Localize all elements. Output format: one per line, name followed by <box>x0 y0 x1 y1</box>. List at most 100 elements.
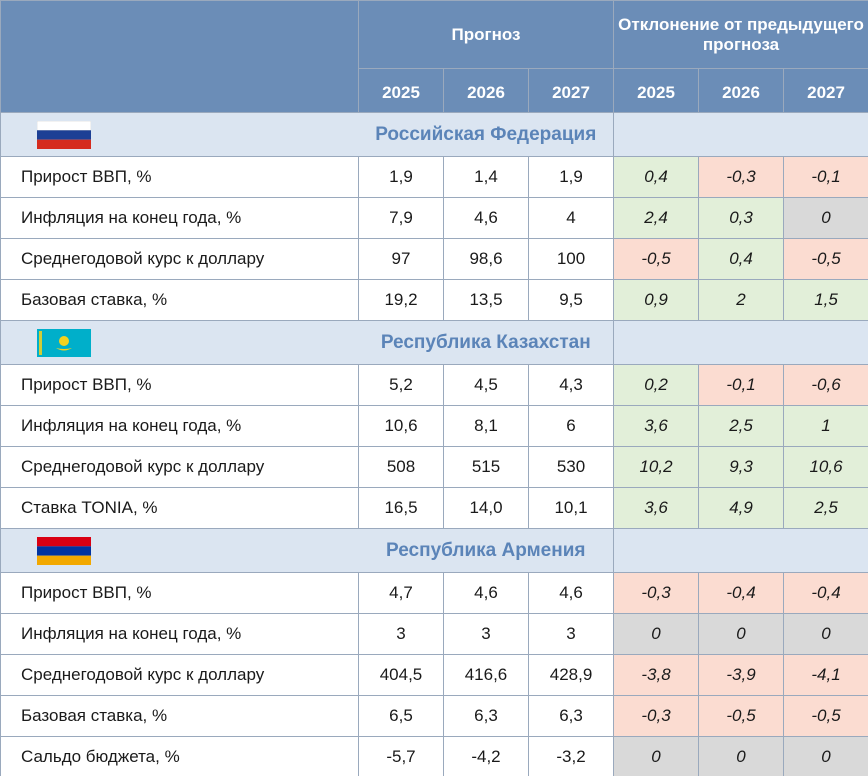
deviation-year-header: 2025 <box>614 69 699 113</box>
forecast-value: 10,6 <box>359 406 444 447</box>
forecast-value: 4,5 <box>444 365 529 406</box>
deviation-value: 1,5 <box>784 280 868 321</box>
deviation-header: Отклонение от предыдущего прогноза <box>614 1 868 69</box>
forecast-value: 4,6 <box>444 573 529 614</box>
row-label: Базовая ставка, % <box>1 696 359 737</box>
table-body: Российская Федерация Прирост ВВП, % 1,9 1,4… <box>1 113 868 776</box>
deviation-value: -4,1 <box>784 655 868 696</box>
deviation-value: -0,5 <box>614 239 699 280</box>
table-row: Среднегодовой курс к доллару 97 98,6 100 -0,… <box>1 239 868 280</box>
forecast-value: 6,5 <box>359 696 444 737</box>
forecast-value: 3 <box>529 614 614 655</box>
forecast-value: 9,5 <box>529 280 614 321</box>
table-row: Прирост ВВП, % 4,7 4,6 4,6 -0,3 -0,4 -0,4 <box>1 573 868 614</box>
forecast-value: 16,5 <box>359 488 444 529</box>
deviation-value: 0 <box>699 737 784 776</box>
row-label: Среднегодовой курс к доллару <box>1 447 359 488</box>
deviation-value: 0 <box>614 737 699 776</box>
deviation-value: -0,1 <box>699 365 784 406</box>
forecast-value: 416,6 <box>444 655 529 696</box>
section-spacer <box>614 113 868 157</box>
row-label: Прирост ВВП, % <box>1 573 359 614</box>
kazakhstan-flag-icon <box>1 321 359 365</box>
forecast-header: Прогноз <box>359 1 614 69</box>
deviation-value: 4,9 <box>699 488 784 529</box>
forecast-value: 4,7 <box>359 573 444 614</box>
forecast-value: -3,2 <box>529 737 614 776</box>
deviation-value: -0,1 <box>784 157 868 198</box>
forecast-value: 530 <box>529 447 614 488</box>
forecast-value: 5,2 <box>359 365 444 406</box>
forecast-value: 1,4 <box>444 157 529 198</box>
forecast-value: 3 <box>359 614 444 655</box>
deviation-value: -0,5 <box>784 239 868 280</box>
deviation-year-header: 2027 <box>784 69 868 113</box>
deviation-value: 1 <box>784 406 868 447</box>
deviation-value: -0,5 <box>784 696 868 737</box>
deviation-value: 0 <box>784 737 868 776</box>
forecast-value: 6,3 <box>444 696 529 737</box>
deviation-value: 0 <box>784 614 868 655</box>
table-row: Базовая ставка, % 6,5 6,3 6,3 -0,3 -0,5 -0,5 <box>1 696 868 737</box>
deviation-value: -3,9 <box>699 655 784 696</box>
row-label: Ставка TONIA, % <box>1 488 359 529</box>
row-label: Прирост ВВП, % <box>1 365 359 406</box>
section-title: Российская Федерация <box>359 113 614 157</box>
forecast-year-header: 2025 <box>359 69 444 113</box>
forecast-value: 1,9 <box>359 157 444 198</box>
forecast-value: -5,7 <box>359 737 444 776</box>
deviation-value: 0,4 <box>614 157 699 198</box>
section-title: Республика Казахстан <box>359 321 614 365</box>
forecast-year-header: 2026 <box>444 69 529 113</box>
forecast-value: -4,2 <box>444 737 529 776</box>
deviation-value: -0,5 <box>699 696 784 737</box>
section-spacer <box>614 529 868 573</box>
section-spacer <box>614 321 868 365</box>
deviation-value: 10,6 <box>784 447 868 488</box>
forecast-value: 404,5 <box>359 655 444 696</box>
deviation-value: 10,2 <box>614 447 699 488</box>
forecast-value: 100 <box>529 239 614 280</box>
section-header-row: Республика Армения <box>1 529 868 573</box>
armenia-flag-icon <box>1 529 359 573</box>
forecast-value: 14,0 <box>444 488 529 529</box>
forecast-value: 4,6 <box>444 198 529 239</box>
table-row: Среднегодовой курс к доллару 508 515 530 10,… <box>1 447 868 488</box>
deviation-value: 0,4 <box>699 239 784 280</box>
section-header-row: Российская Федерация <box>1 113 868 157</box>
deviation-value: 2,4 <box>614 198 699 239</box>
deviation-value: 0,3 <box>699 198 784 239</box>
deviation-value: 2 <box>699 280 784 321</box>
table-row: Инфляция на конец года, % 7,9 4,6 4 2,4 0,3 0 <box>1 198 868 239</box>
forecast-value: 508 <box>359 447 444 488</box>
deviation-value: 9,3 <box>699 447 784 488</box>
deviation-value: 3,6 <box>614 406 699 447</box>
forecast-value: 97 <box>359 239 444 280</box>
forecast-value: 1,9 <box>529 157 614 198</box>
forecast-value: 10,1 <box>529 488 614 529</box>
forecast-year-header: 2027 <box>529 69 614 113</box>
deviation-value: 0,2 <box>614 365 699 406</box>
row-label: Базовая ставка, % <box>1 280 359 321</box>
forecast-value: 19,2 <box>359 280 444 321</box>
forecast-value: 4 <box>529 198 614 239</box>
table-row: Прирост ВВП, % 5,2 4,5 4,3 0,2 -0,1 -0,6 <box>1 365 868 406</box>
table-row: Базовая ставка, % 19,2 13,5 9,5 0,9 2 1,5 <box>1 280 868 321</box>
deviation-value: 0,9 <box>614 280 699 321</box>
deviation-value: 2,5 <box>699 406 784 447</box>
forecast-table: Прогноз Отклонение от предыдущего прогно… <box>0 0 868 776</box>
deviation-value: -0,4 <box>784 573 868 614</box>
table-row: Ставка TONIA, % 16,5 14,0 10,1 3,6 4,9 2,5 <box>1 488 868 529</box>
table-row: Прирост ВВП, % 1,9 1,4 1,9 0,4 -0,3 -0,1 <box>1 157 868 198</box>
deviation-value: -0,3 <box>699 157 784 198</box>
deviation-value: -0,4 <box>699 573 784 614</box>
forecast-value: 98,6 <box>444 239 529 280</box>
section-header-row: Республика Казахстан <box>1 321 868 365</box>
row-label: Среднегодовой курс к доллару <box>1 655 359 696</box>
forecast-value: 4,6 <box>529 573 614 614</box>
table-row: Инфляция на конец года, % 3 3 3 0 0 0 <box>1 614 868 655</box>
row-label: Инфляция на конец года, % <box>1 198 359 239</box>
forecast-value: 7,9 <box>359 198 444 239</box>
forecast-value: 4,3 <box>529 365 614 406</box>
forecast-value: 3 <box>444 614 529 655</box>
